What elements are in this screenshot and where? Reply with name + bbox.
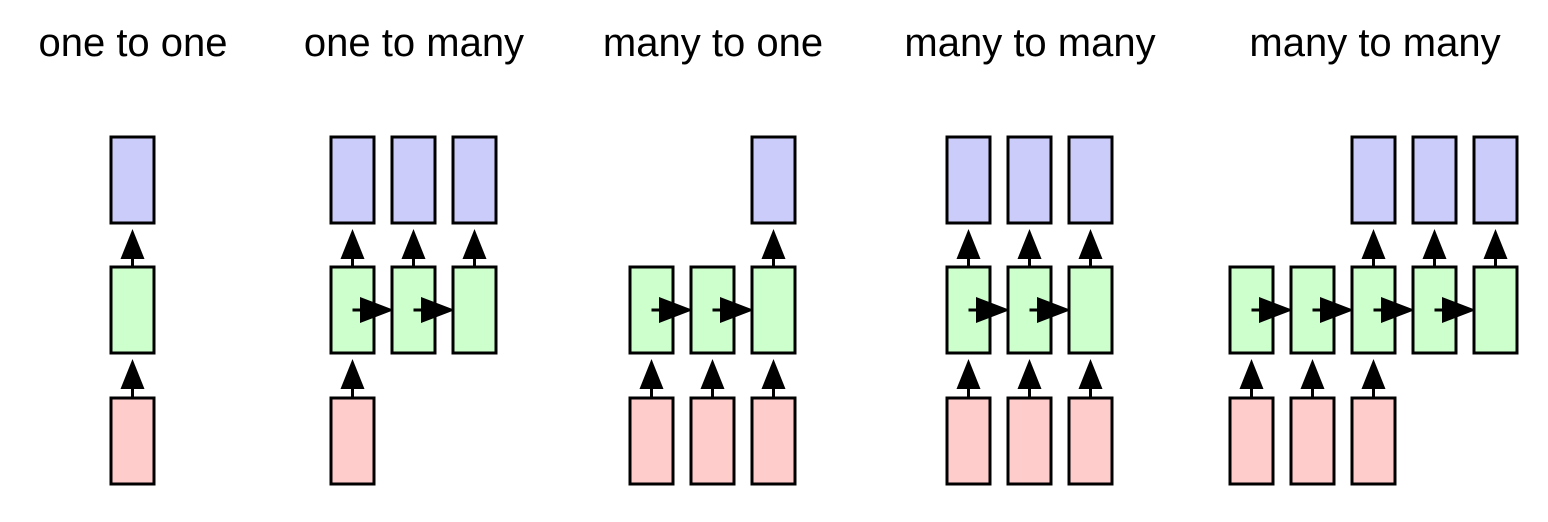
- up-arrow: [120, 359, 145, 398]
- hidden-state-box: [451, 265, 498, 355]
- hidden-state-box: [750, 265, 797, 355]
- panel-title-many-to-many-delayed: many to many: [1249, 21, 1500, 65]
- up-arrow: [1300, 359, 1325, 398]
- up-arrow: [1483, 229, 1508, 267]
- output-box: [750, 135, 797, 225]
- up-arrow: [1078, 359, 1103, 398]
- diagram-layer: [109, 135, 1519, 486]
- hidden-state-box: [1067, 265, 1114, 355]
- recurrent-arrow: [1434, 297, 1476, 323]
- input-box: [329, 396, 376, 486]
- input-box: [1289, 396, 1336, 486]
- output-box: [451, 135, 498, 225]
- output-box: [1067, 135, 1114, 225]
- output-box: [1411, 135, 1458, 225]
- up-arrow: [1361, 359, 1386, 398]
- input-box: [750, 396, 797, 486]
- up-arrow: [956, 229, 981, 267]
- up-arrow: [1361, 229, 1386, 267]
- input-box: [945, 396, 992, 486]
- panel-title-one-to-one: one to one: [38, 21, 227, 65]
- up-arrow: [340, 229, 365, 267]
- up-arrow: [1017, 359, 1042, 398]
- input-box: [689, 396, 736, 486]
- panel-title-many-to-many-sync: many to many: [904, 21, 1155, 65]
- recurrent-arrow: [413, 297, 455, 323]
- up-arrow: [340, 359, 365, 398]
- up-arrow: [761, 359, 786, 398]
- recurrent-arrow: [968, 297, 1010, 323]
- panel-title-one-to-many: one to many: [304, 21, 524, 65]
- input-box: [109, 396, 156, 486]
- up-arrow: [120, 229, 145, 267]
- panel-title-many-to-one: many to one: [603, 21, 823, 65]
- up-arrow: [462, 229, 487, 267]
- output-box: [109, 135, 156, 225]
- input-box: [628, 396, 675, 486]
- recurrent-arrow: [1251, 297, 1293, 323]
- hidden-state-box: [109, 265, 156, 355]
- recurrent-arrow: [651, 297, 693, 323]
- recurrent-arrow: [1029, 297, 1071, 323]
- up-arrow: [639, 359, 664, 398]
- up-arrow: [700, 359, 725, 398]
- hidden-state-box: [1472, 265, 1519, 355]
- recurrent-arrow: [712, 297, 754, 323]
- input-box: [1350, 396, 1397, 486]
- output-box: [1006, 135, 1053, 225]
- output-box: [1350, 135, 1397, 225]
- up-arrow: [761, 229, 786, 267]
- input-box: [1228, 396, 1275, 486]
- up-arrow: [401, 229, 426, 267]
- recurrent-arrow: [1312, 297, 1354, 323]
- up-arrow: [1239, 359, 1264, 398]
- recurrent-arrow: [352, 297, 394, 323]
- input-box: [1067, 396, 1114, 486]
- output-box: [390, 135, 437, 225]
- up-arrow: [1017, 229, 1042, 267]
- up-arrow: [1422, 229, 1447, 267]
- up-arrow: [956, 359, 981, 398]
- output-box: [1472, 135, 1519, 225]
- output-box: [945, 135, 992, 225]
- up-arrow: [1078, 229, 1103, 267]
- input-box: [1006, 396, 1053, 486]
- output-box: [329, 135, 376, 225]
- recurrent-arrow: [1373, 297, 1415, 323]
